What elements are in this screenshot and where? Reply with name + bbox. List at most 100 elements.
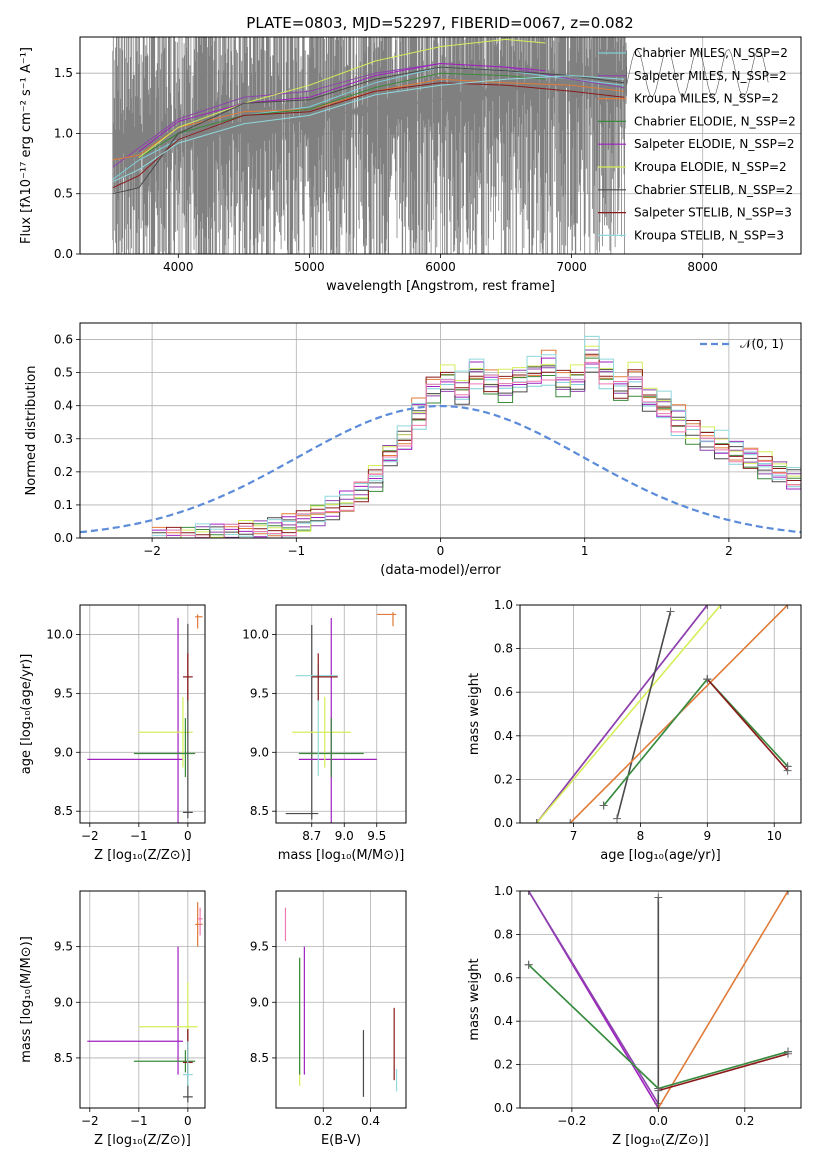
age_vs_Z-ytick-label: 9.5 <box>54 686 73 700</box>
mass_vs_Z-xtick-label: −1 <box>130 1114 148 1128</box>
weight_vs_Z-line-krou_miles <box>657 891 789 1108</box>
spectrum-xtick-label: 8000 <box>687 260 718 274</box>
weight_vs_age-ytick-label: 0.6 <box>494 685 513 699</box>
spectrum-data-trace <box>112 37 627 254</box>
age_vs_mass-ytick-label: 8.5 <box>250 804 269 818</box>
age_vs_Z-ytick-label: 10.0 <box>46 627 73 641</box>
legend-label-salp_miles: Salpeter MILES, N_SSP=2 <box>634 69 787 83</box>
weight_vs_age-line-salp_miles <box>536 605 708 823</box>
spectrum-ytick-label: 0.0 <box>54 247 73 261</box>
weight_vs_Z-plot-area <box>524 891 793 1108</box>
spectrum-ytick-label: 0.5 <box>54 187 73 201</box>
weight_vs_age-marker <box>703 675 712 684</box>
normal-legend-label: 𝒩(0, 1) <box>740 337 784 351</box>
spectrum-series-salp_stelib <box>112 82 625 189</box>
weight_vs_age-marker <box>599 801 608 810</box>
age_vs_mass-xtick-label: 9.0 <box>335 829 354 843</box>
age_vs_mass-panel: 8.7 9.0 9.5 8.5 9.0 9.5 10.0 mass [log₁₀(M/M⊙)] <box>242 604 407 863</box>
normal-curve <box>80 404 801 534</box>
legend-label-chab_elodie: Chabrier ELODIE, N_SSP=2 <box>634 114 796 128</box>
weight_vs_age-panel: 7 8 9 10 0.0 0.2 0.4 0.6 0.8 1.0 age [log₁₀(age/yr… <box>467 598 802 863</box>
legend-label-krou_elodie: Kroupa ELODIE, N_SSP=2 <box>634 160 787 174</box>
weight_vs_age-marker <box>566 819 575 823</box>
spectrum-xtick-label: 7000 <box>556 260 587 274</box>
residual_hist-ytick-label: 0.2 <box>54 465 73 479</box>
age_vs_mass-frame <box>275 604 407 824</box>
weight_vs_age-marker <box>716 605 725 609</box>
age_vs_mass-xtick-label: 8.7 <box>302 829 321 843</box>
weight_vs_Z-marker <box>654 1104 663 1108</box>
weight_vs_age-xtick-label: 8 <box>637 829 645 843</box>
age_vs_mass-xlabel: mass [log₁₀(M/M⊙)] <box>278 848 405 863</box>
mass_vs_Z-ytick-label: 9.5 <box>54 940 73 954</box>
weight_vs_age-ytick-label: 0.4 <box>494 729 513 743</box>
weight_vs_age-marker <box>783 766 792 775</box>
age_vs_Z-xtick-label: −2 <box>81 829 99 843</box>
age_vs_mass-ytick-label: 9.5 <box>250 686 269 700</box>
weight_vs_age-ytick-label: 0.8 <box>494 642 513 656</box>
mass_vs_Z-ytick-label: 8.5 <box>54 1051 73 1065</box>
legend-label-krou_stelib: Kroupa STELIB, N_SSP=3 <box>634 228 784 242</box>
mass_vs_ebv-xlabel: E(B-V) <box>321 1133 361 1148</box>
legend-label-chab_miles: Chabrier MILES, N_SSP=2 <box>634 46 788 60</box>
weight_vs_Z-ylabel: mass weight <box>467 958 482 1040</box>
residual_hist-ytick-label: 0.1 <box>54 498 73 512</box>
weight_vs_Z-ytick-label: 0.2 <box>494 1058 513 1072</box>
mass_vs_ebv-ytick-label: 9.5 <box>250 940 269 954</box>
residual_hist-plot-area <box>80 335 801 538</box>
weight_vs_age-marker <box>532 819 541 823</box>
weight_vs_Z-marker <box>524 891 533 895</box>
weight_vs_Z-ytick-label: 1.0 <box>494 884 513 898</box>
weight_vs_age-xlabel: age [log₁₀(age/yr)] <box>600 848 721 863</box>
weight_vs_Z-ytick-label: 0.0 <box>494 1101 513 1115</box>
age_vs_Z-xlabel: Z [log₁₀(Z/Z⊙)] <box>94 848 191 863</box>
weight_vs_Z-marker <box>784 1049 793 1058</box>
weight_vs_age-frame <box>519 604 802 824</box>
residual_hist-ytick-label: 0.3 <box>54 432 73 446</box>
weight_vs_age-xtick-label: 7 <box>570 829 578 843</box>
weight_vs_age-marker <box>613 814 622 823</box>
weight_vs_age-ytick-label: 0.2 <box>494 772 513 786</box>
age_vs_mass-ytick-label: 10.0 <box>242 627 269 641</box>
legend-label-chab_stelib: Chabrier STELIB, N_SSP=2 <box>634 183 793 197</box>
spectrum-xlabel: wavelength [Angstrom, rest frame] <box>326 279 555 294</box>
residual_hist-panel: −2 −1 0 1 2 0.0 0.1 0.2 0.3 0.4 0.5 0.6 (data-model)… <box>24 322 802 578</box>
age_vs_Z-panel: −2 −1 0 8.5 9.0 9.5 10.0 Z [log₁₀(Z/Z⊙)] age [lo… <box>19 604 206 863</box>
weight_vs_Z-xlabel: Z [log₁₀(Z/Z⊙)] <box>612 1133 709 1148</box>
spectrum-series-chab_miles <box>112 66 625 180</box>
weight_vs_age-marker <box>783 605 792 609</box>
hist-series-pink <box>152 361 801 538</box>
mass_vs_ebv-xtick-label: 0.4 <box>361 1114 380 1128</box>
weight_vs_Z-frame <box>519 890 802 1109</box>
residual_hist-ytick-label: 0.0 <box>54 531 73 545</box>
mass_vs_ebv-ytick-label: 9.0 <box>250 995 269 1009</box>
weight_vs_age-xtick-label: 10 <box>767 829 782 843</box>
weight_vs_Z-marker <box>524 960 533 969</box>
weight_vs_Z-marker <box>654 893 663 902</box>
age_vs_Z-ytick-label: 8.5 <box>54 804 73 818</box>
residual_hist-ylabel: Normed distribution <box>24 366 39 496</box>
weight_vs_Z-xtick-label: −0.2 <box>557 1114 586 1128</box>
spectrum-series-krou_elodie <box>138 38 546 158</box>
mass_vs_ebv-frame <box>275 890 407 1109</box>
spectrum-plot-area <box>112 37 769 254</box>
weight_vs_age-line-chab_stelib <box>616 611 672 819</box>
legend-label-salp_stelib: Salpeter STELIB, N_SSP=3 <box>634 206 792 220</box>
residual_hist-ytick-label: 0.4 <box>54 399 73 413</box>
mass_vs_Z-plot-area <box>87 902 203 1103</box>
mass_vs_ebv-plot-area <box>284 907 398 1097</box>
spectrum-frame <box>79 36 802 255</box>
age_vs_mass-xtick-label: 9.5 <box>367 829 386 843</box>
weight_vs_age-ytick-label: 1.0 <box>494 598 513 612</box>
weight_vs_age-plot-area <box>532 605 792 823</box>
weight_vs_age-marker <box>666 607 675 616</box>
spectrum-series-chab_elodie <box>138 72 546 159</box>
mass_vs_Z-ytick-label: 9.0 <box>54 995 73 1009</box>
spectrum-series-chab_stelib <box>112 66 625 195</box>
age_vs_Z-xtick-label: 0 <box>184 829 192 843</box>
weight_vs_Z-marker <box>784 891 793 895</box>
weight_vs_Z-ytick-label: 0.8 <box>494 927 513 941</box>
residual_hist-xtick-label: −2 <box>143 544 161 558</box>
legend-label-salp_elodie: Salpeter ELODIE, N_SSP=2 <box>634 137 795 151</box>
